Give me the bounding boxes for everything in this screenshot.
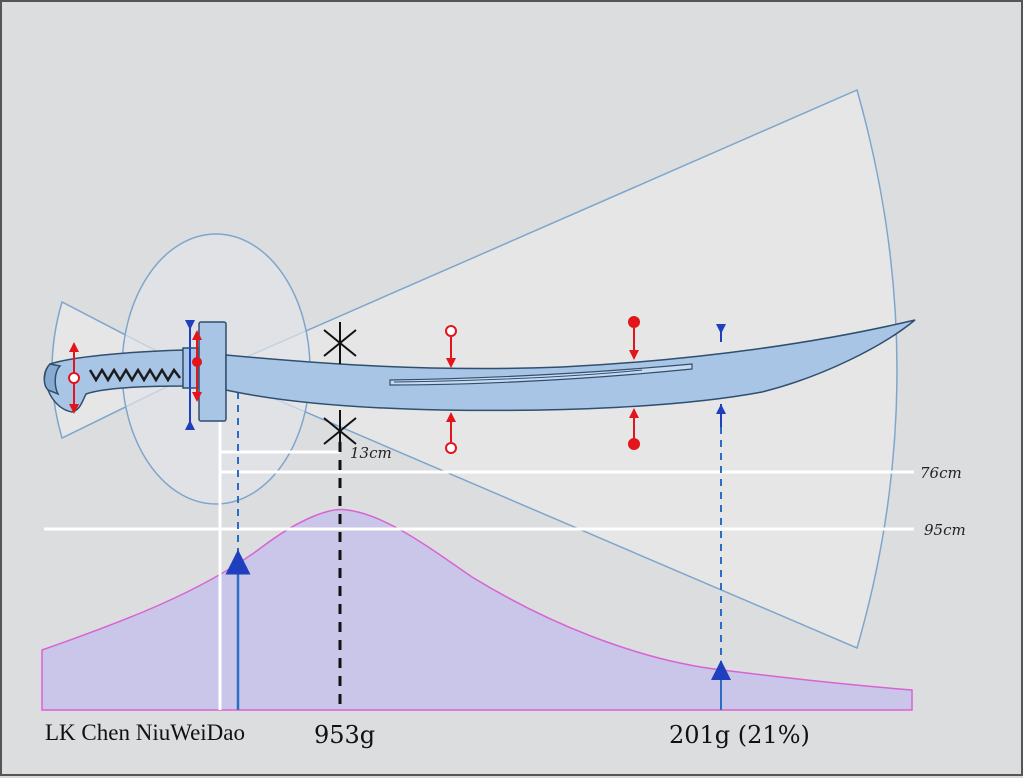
total-mass-label: 953g	[314, 721, 375, 749]
handle-wrap	[88, 367, 181, 383]
blade-fuller-inner	[393, 369, 643, 383]
mass-distribution-curve	[41, 508, 913, 711]
tip-mass-label: 201g (21%)	[669, 721, 810, 749]
red-force-arrow-icon	[68, 342, 80, 414]
pivot-cross-icon	[323, 322, 357, 364]
blue-node-arrow-icon	[716, 324, 726, 342]
blue-node-arrow-icon	[185, 320, 195, 430]
sword-name-label: LK Chen NiuWeiDao	[45, 720, 245, 745]
red-force-arrow-icon	[628, 408, 640, 450]
red-force-arrow-icon	[445, 412, 457, 454]
pob-distance-label: 13cm	[350, 444, 392, 462]
blue-node-arrow-icon	[716, 404, 726, 427]
sword-blade	[225, 319, 916, 412]
pivot-cross-icon	[323, 410, 357, 450]
dimension-lines	[44, 422, 914, 710]
blade-length-label: 76cm	[920, 464, 962, 482]
handle-pommel	[43, 363, 62, 396]
total-length-label: 95cm	[924, 521, 966, 539]
blade-fuller	[389, 363, 693, 386]
sword-guard	[198, 321, 227, 422]
red-force-arrow-icon	[445, 325, 457, 368]
red-force-arrow-icon	[192, 330, 202, 402]
red-force-arrow-icon	[628, 316, 640, 360]
